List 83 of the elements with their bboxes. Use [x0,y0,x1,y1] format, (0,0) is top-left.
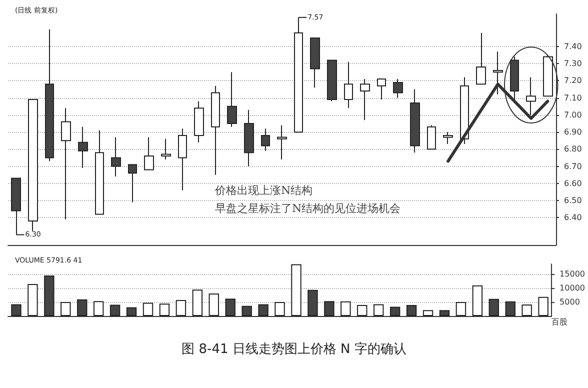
y-tick-label: 6.80 [564,144,582,154]
bar [225,298,236,316]
bar [159,304,170,316]
candlestick [327,60,337,102]
bar [308,290,318,316]
y-axis-title: 百股 [552,318,568,326]
y-tick-label: 15000 [560,269,586,278]
candlestick [493,51,503,95]
bar [390,306,400,316]
line-series [446,82,550,163]
bar [357,305,368,316]
bar [258,304,268,316]
candlestick [410,88,420,154]
y-tick-label: 7.20 [564,76,582,86]
candlestick [427,124,436,150]
y-tick-label: 10000 [560,283,586,292]
candlestick [310,37,320,88]
candlestick [28,99,38,232]
bar [522,304,532,316]
annotation: 价格出现上涨N结构 [214,184,313,197]
bar [274,302,285,316]
bar [439,310,450,316]
y-tick-label: 6.40 [564,213,582,222]
annotation: 早盘之星标注了N结构的见位进场机会 [215,202,401,215]
y-tick-label: 6.50 [564,196,582,206]
candlestick [111,136,121,178]
y-tick-label: 7.00 [564,110,582,120]
bar [110,304,120,316]
candlestick [261,128,270,152]
bar [93,301,104,316]
bar [126,307,137,316]
bar [192,290,203,316]
y-tick-label: 7.30 [564,59,582,68]
candlestick [277,124,287,160]
candlestick [128,164,137,203]
candlestick [360,78,370,121]
y-tick-label: 6.90 [564,128,582,137]
bar [60,302,71,316]
bar [176,300,186,316]
candlestick [244,109,254,167]
bar [77,299,88,316]
candlestick [227,72,237,128]
y-tick-label: 7.40 [564,42,582,52]
bar [340,301,351,316]
candlestick [194,100,204,143]
candlestick [344,61,353,109]
candlestick [476,32,486,85]
bar [324,301,334,316]
bar [538,296,548,316]
candlestick [510,56,519,102]
bar [142,302,154,316]
bar [406,305,417,316]
candlestick [211,85,220,176]
caption: 图 8-41 日线走势图上价格 N 字的确认 [180,341,408,358]
bar [44,276,54,316]
bar [488,298,500,316]
candlestick [393,78,403,98]
candlestick [526,76,536,116]
bar [472,285,483,316]
bar [291,264,302,316]
bar [505,301,516,316]
y-tick-label: 7.10 [564,93,582,102]
bar [456,302,466,316]
y-tick-label: 6.60 [564,178,582,188]
y-tick-label: 5000 [560,297,580,306]
candlestick [377,78,386,100]
candlestick [543,54,553,97]
candlestick [460,76,469,145]
bar [373,304,384,316]
bar [11,304,22,316]
candlestick [178,128,187,191]
bar [208,294,219,316]
bar [242,306,252,316]
candlestick [95,130,104,215]
candlestick [443,132,453,145]
bar [422,310,434,316]
y-tick-label: 6.70 [564,162,582,171]
candlestick [45,28,54,162]
candlestick [161,138,171,160]
candlestick [78,126,88,168]
candlestick [144,136,154,170]
bar [28,284,38,316]
candlestick [61,108,71,220]
